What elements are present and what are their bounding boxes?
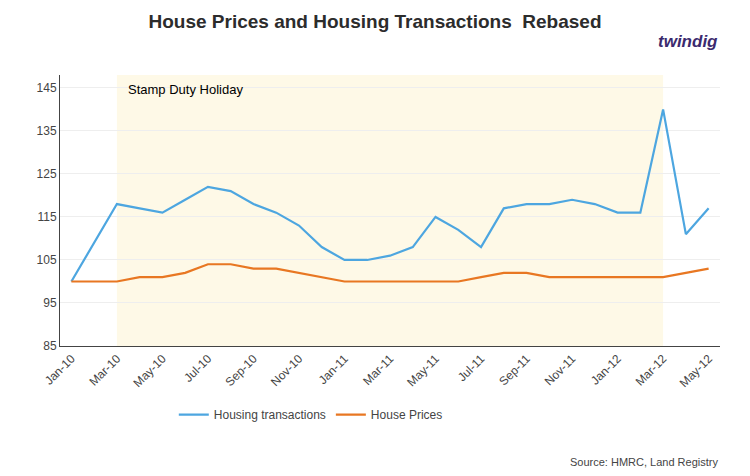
- svg-text:95: 95: [43, 296, 57, 310]
- svg-text:Jul-10: Jul-10: [181, 352, 214, 385]
- svg-text:twindig: twindig: [658, 32, 718, 51]
- svg-text:85: 85: [43, 339, 57, 353]
- svg-text:Source: HMRC, Land Registry: Source: HMRC, Land Registry: [570, 456, 718, 468]
- svg-text:House Prices: House Prices: [371, 408, 442, 422]
- svg-text:Stamp Duty Holiday: Stamp Duty Holiday: [128, 82, 243, 97]
- svg-text:Mar-11: Mar-11: [360, 352, 396, 388]
- svg-text:145: 145: [37, 81, 57, 95]
- svg-text:House Prices and Housing Trans: House Prices and Housing Transactions Re…: [149, 11, 602, 32]
- svg-text:Nov-10: Nov-10: [268, 352, 305, 389]
- svg-text:Mar-12: Mar-12: [633, 352, 670, 389]
- svg-text:Jan-12: Jan-12: [588, 352, 624, 388]
- svg-text:Sep-11: Sep-11: [496, 352, 533, 389]
- svg-text:May-12: May-12: [677, 352, 715, 390]
- svg-text:May-11: May-11: [404, 352, 442, 390]
- svg-text:Mar-10: Mar-10: [86, 352, 123, 389]
- svg-text:135: 135: [37, 124, 57, 138]
- svg-text:105: 105: [37, 253, 57, 267]
- svg-text:Jan-11: Jan-11: [316, 352, 351, 387]
- svg-text:115: 115: [37, 210, 56, 224]
- svg-text:May-10: May-10: [131, 352, 169, 390]
- svg-text:Jan-10: Jan-10: [42, 352, 78, 388]
- svg-text:Nov-11: Nov-11: [542, 352, 579, 389]
- svg-text:125: 125: [37, 167, 57, 181]
- svg-text:Sep-10: Sep-10: [223, 352, 260, 389]
- svg-text:Housing transactions: Housing transactions: [214, 408, 326, 422]
- svg-text:Jul-11: Jul-11: [455, 352, 488, 385]
